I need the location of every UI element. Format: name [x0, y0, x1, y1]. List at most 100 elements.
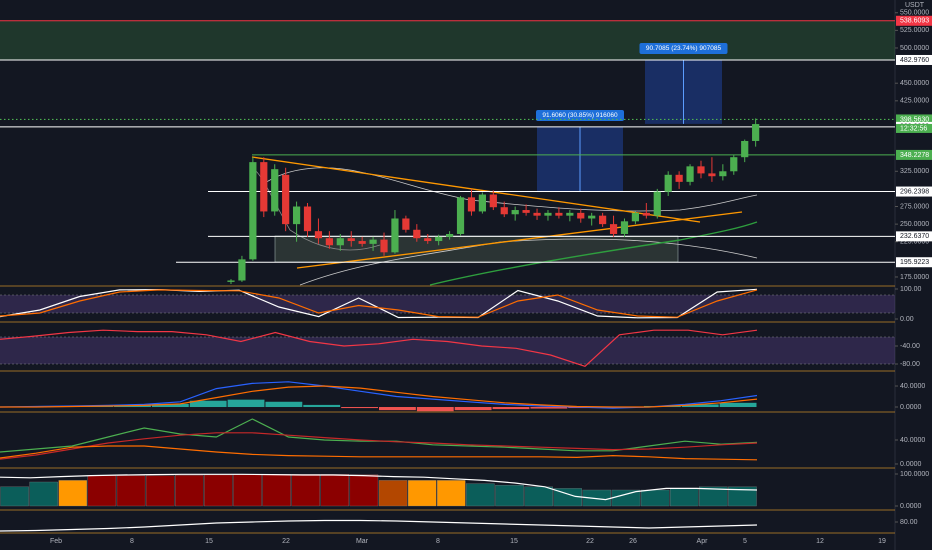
level-label: 195.9223	[900, 259, 929, 266]
indicator-line	[0, 329, 758, 367]
x-tick-label: 12	[816, 538, 824, 545]
histogram-bar	[58, 480, 87, 507]
histogram-bar	[454, 407, 492, 411]
y-tick-label: 525.0000	[900, 27, 929, 34]
candle-body	[336, 238, 344, 246]
measure-label: 90.7085 (23.74%) 907085	[646, 45, 722, 52]
indicator-line	[0, 473, 758, 501]
y-tick-label: 175.0000	[900, 274, 929, 281]
histogram-bar	[349, 474, 379, 507]
histogram-bar	[341, 407, 378, 409]
candle-body	[675, 174, 683, 182]
level-label-bg	[896, 231, 932, 242]
histogram-bar	[379, 407, 416, 411]
candle-body	[631, 212, 640, 222]
histogram-bar	[320, 474, 350, 507]
level-label: 348.2278	[900, 152, 929, 159]
candle-body	[708, 173, 716, 177]
candle-body	[314, 231, 323, 239]
histogram-bar	[114, 405, 151, 408]
candle-body	[555, 212, 563, 216]
y-tick-label: 40.0000	[900, 437, 925, 444]
histogram-bar	[495, 485, 524, 507]
y-tick-label: 325.0000	[900, 168, 929, 175]
histogram-bar	[233, 474, 262, 507]
indicator-line	[0, 445, 758, 461]
histogram-bar	[611, 489, 641, 507]
candle-body	[620, 221, 629, 234]
y-tick-label: 0.0000	[900, 461, 922, 468]
level-label-bg	[896, 114, 932, 125]
histogram-bar	[699, 486, 728, 507]
candle-body	[730, 157, 738, 172]
candle-body	[402, 218, 410, 230]
histogram-bar	[640, 489, 670, 507]
candle-body	[369, 239, 377, 244]
candle-body	[697, 166, 705, 174]
level-label: 232.6370	[900, 233, 929, 240]
y-tick-label: 100.00	[900, 286, 922, 293]
candle-body	[238, 259, 246, 281]
candle-body	[347, 238, 355, 242]
candle-body	[664, 174, 672, 192]
histogram-bar	[189, 400, 227, 408]
candle-body	[358, 241, 366, 244]
x-tick-label: 22	[586, 538, 594, 545]
histogram-bar	[175, 475, 204, 507]
y-tick-label: 450.0000	[900, 80, 929, 87]
x-tick-label: 15	[205, 538, 213, 545]
candle-body	[566, 212, 574, 216]
level-label: 538.6093	[900, 18, 929, 25]
trend-line	[251, 156, 701, 223]
y-tick-label: 100.0000	[900, 471, 929, 478]
histogram-bar	[681, 404, 719, 408]
candle-body	[719, 171, 727, 177]
candle-body	[325, 238, 333, 246]
measure-label: 91.6060 (30.85%) 916060	[542, 112, 618, 119]
histogram-bar	[416, 407, 454, 412]
candle-body	[741, 140, 749, 158]
candle-body	[686, 166, 694, 182]
candle-body	[391, 218, 399, 253]
level-label-bg	[896, 54, 932, 65]
y-tick-label: 550.0000	[900, 10, 929, 17]
indicator-line	[0, 432, 758, 460]
y-tick-label: 425.0000	[900, 98, 929, 105]
candle-body	[249, 162, 257, 260]
histogram-bar	[291, 474, 320, 507]
candle-body	[642, 212, 650, 216]
level-label: 296.2398	[900, 188, 929, 195]
candle-body	[653, 191, 661, 216]
candle-body	[456, 197, 465, 234]
y-tick-label: 0.0000	[900, 503, 922, 510]
y-tick-label: 80.00	[900, 519, 918, 526]
x-tick-label: 15	[510, 538, 518, 545]
histogram-bar	[227, 399, 265, 408]
level-label-bg	[896, 15, 932, 26]
level-label: 398.5630	[900, 116, 929, 123]
x-tick-label: 22	[282, 538, 290, 545]
x-tick-label: 8	[130, 538, 134, 545]
x-tick-label: 5	[743, 538, 747, 545]
candle-body	[435, 236, 443, 242]
candle-body	[599, 215, 607, 225]
candle-body	[511, 210, 519, 215]
y-tick-label: 275.0000	[900, 203, 929, 210]
x-tick-label: 8	[436, 538, 440, 545]
candle-body	[489, 194, 497, 208]
measure-label-bg	[536, 109, 624, 121]
trend-line	[296, 211, 743, 269]
level-label-bg	[896, 257, 932, 268]
candle-body	[446, 233, 454, 237]
x-tick-label: Apr	[697, 538, 709, 545]
histogram-bar	[265, 401, 303, 408]
histogram-bar	[151, 403, 189, 408]
candle-body	[588, 215, 596, 219]
histogram-bar	[728, 486, 757, 507]
indicator-line	[0, 519, 758, 532]
histogram-bar	[145, 475, 175, 507]
candle-body	[533, 212, 541, 216]
histogram-bar	[437, 480, 466, 507]
